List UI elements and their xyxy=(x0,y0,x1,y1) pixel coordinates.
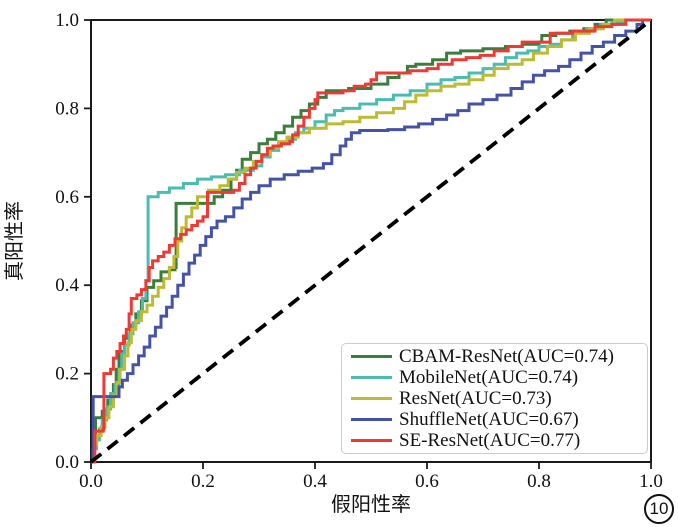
legend-line-resnet xyxy=(351,396,392,400)
legend-label: MobileNet(AUC=0.74) xyxy=(399,367,579,389)
y-tick-label: 0.0 xyxy=(55,452,79,473)
legend-item-mobilenet: MobileNet(AUC=0.74) xyxy=(351,368,643,388)
x-tick-label: 0.4 xyxy=(303,471,327,492)
legend-label: ResNet(AUC=0.73) xyxy=(399,387,552,409)
roc-curve-shufflenet xyxy=(91,18,651,464)
roc-curve-se-resnet xyxy=(91,18,651,464)
legend-item-cbam-resnet: CBAM-ResNet(AUC=0.74) xyxy=(351,347,643,367)
figure-number: 10 xyxy=(649,499,669,518)
x-tick-label: 0.2 xyxy=(191,471,215,492)
curves-layer xyxy=(89,18,653,464)
plot-border xyxy=(90,19,652,463)
legend-line-cbam-resnet xyxy=(351,355,392,359)
legend-item-shufflenet: ShuffleNet(AUC=0.67) xyxy=(351,409,643,429)
legend-label: ShuffleNet(AUC=0.67) xyxy=(399,408,579,430)
y-tick-label: 0.4 xyxy=(55,275,79,296)
x-tick-label: 0.0 xyxy=(79,471,103,492)
y-tick-label: 1.0 xyxy=(55,10,79,31)
x-tick-label: 0.6 xyxy=(415,471,439,492)
legend-item-resnet: ResNet(AUC=0.73) xyxy=(351,388,643,408)
legend: CBAM-ResNet(AUC=0.74) MobileNet(AUC=0.74… xyxy=(341,343,648,454)
legend-label: CBAM-ResNet(AUC=0.74) xyxy=(399,346,614,368)
legend-item-se-resnet: SE-ResNet(AUC=0.77) xyxy=(351,430,643,450)
legend-label: SE-ResNet(AUC=0.77) xyxy=(399,429,581,451)
x-axis-label: 假阳性率 xyxy=(331,493,411,516)
y-tick-label: 0.6 xyxy=(55,187,79,208)
chance-diagonal-line xyxy=(89,18,653,464)
x-tick-label: 1.0 xyxy=(639,471,663,492)
x-tick-marks xyxy=(90,462,652,469)
legend-line-se-resnet xyxy=(351,438,392,442)
y-tick-label: 0.8 xyxy=(55,98,79,119)
legend-line-shufflenet xyxy=(351,417,392,421)
y-tick-marks xyxy=(84,19,91,463)
x-tick-label: 0.8 xyxy=(527,471,551,492)
y-tick-label: 0.2 xyxy=(55,364,79,385)
y-axis-label: 真阳性率 xyxy=(3,201,26,281)
legend-line-mobilenet xyxy=(351,376,392,380)
figure-number-badge: 10 xyxy=(644,494,674,524)
